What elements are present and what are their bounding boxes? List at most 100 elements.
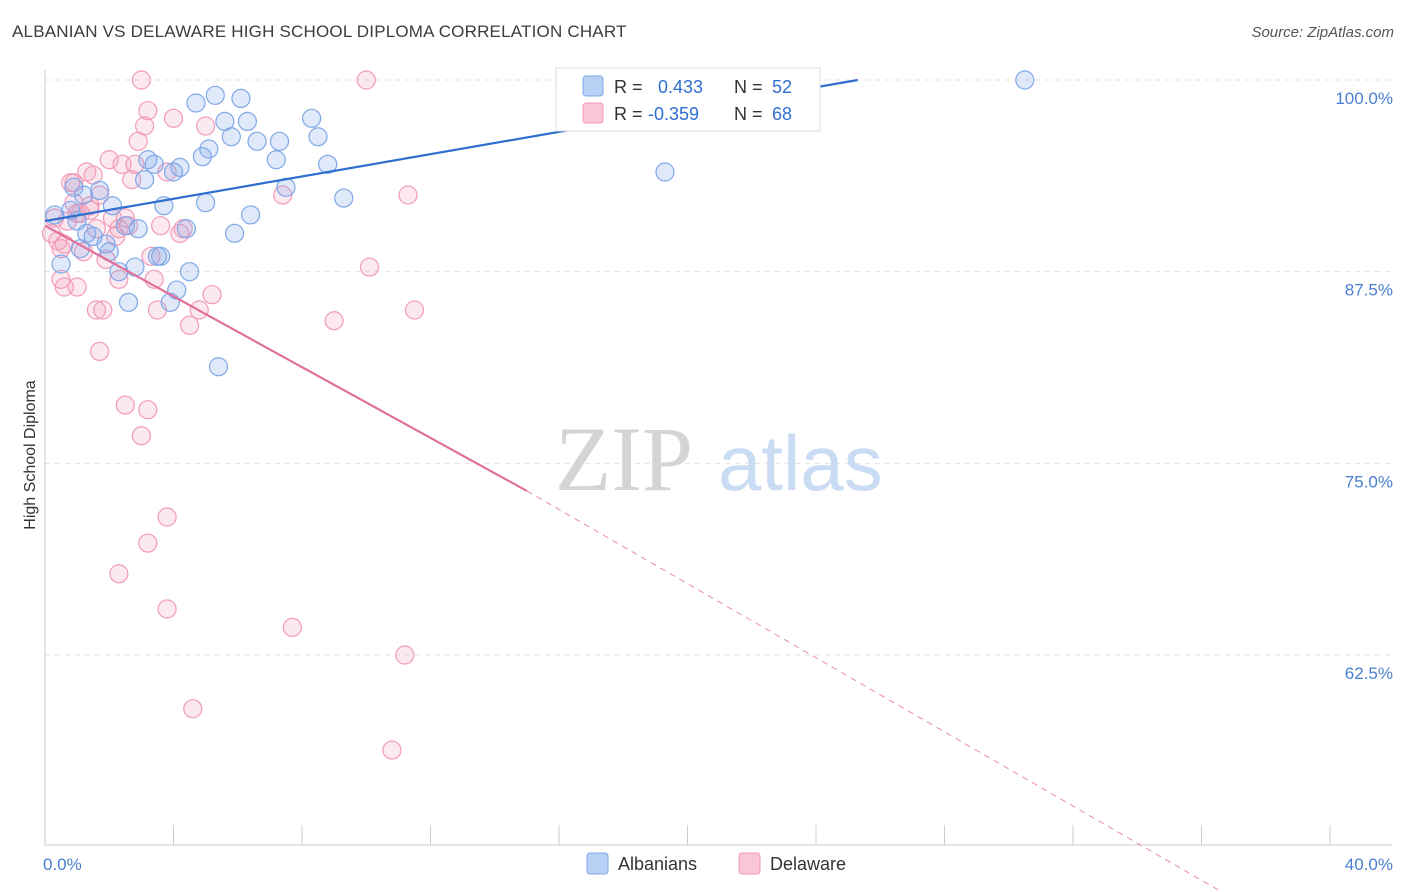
albanians-point-34 [224,223,245,243]
albanians-point-35 [231,88,251,109]
albanians-point-47 [196,193,216,213]
albanians-point-26 [179,262,200,282]
legend-r-delaware: -0.359 [648,104,699,124]
delaware-point-3 [51,269,71,289]
albanians-point-1 [51,254,71,274]
delaware-point-26 [125,154,145,174]
delaware-point-40 [196,116,216,136]
delaware-point-49 [157,599,177,619]
delaware-point-55 [356,70,376,90]
albanians-point-40 [269,131,290,151]
y-tick-label-3: 100.0% [1335,89,1393,108]
delaware-point-45 [131,426,151,446]
delaware-point-58 [359,257,380,277]
delaware-point-34 [151,216,171,236]
x-tick-labels: 0.0% 40.0% [43,855,1393,874]
albanians-point-16 [128,219,148,239]
y-tick-label-0: 62.5% [1345,664,1393,683]
delaware-point-46 [157,507,177,527]
legend-r-label-albanians: R = [614,77,643,97]
delaware-trend-line [44,224,528,492]
delaware-point-41 [202,285,222,305]
albanians-point-49 [151,246,171,266]
chart-source: Source: ZipAtlas.com [1251,24,1394,41]
delaware-point-28 [131,70,151,90]
delaware-point-50 [183,699,203,719]
albanians-point-39 [266,150,286,170]
legend-n-delaware: 68 [772,104,792,124]
albanians-point-6 [73,185,94,205]
albanians-point-50 [655,162,675,182]
albanians-point-27 [186,93,206,113]
delaware-point-54 [324,311,344,331]
albanians-point-25 [176,219,196,239]
delaware-point-53 [382,740,402,760]
delaware-point-51 [282,617,302,638]
delaware-point-23 [115,208,135,228]
albanians-point-44 [318,154,338,174]
delaware-point-67 [54,277,74,297]
y-axis-label: High School Diploma [22,380,39,530]
bottom-legend-swatch-albanians [586,852,609,875]
legend-swatch-albanians [582,75,604,97]
y-tick-label-2: 87.5% [1345,281,1393,300]
delaware-point-66 [86,300,107,320]
albanians-point-51 [1015,70,1035,90]
albanians-point-46 [167,280,187,300]
x-tick-label-1: 40.0% [1345,855,1393,874]
albanians-point-29 [199,139,219,159]
delaware-point-38 [179,315,200,335]
y-tick-labels: 62.5% 75.0% 87.5% 100.0% [1335,89,1393,683]
albanians-point-10 [96,234,116,254]
albanians-point-28 [192,147,213,167]
legend-r-albanians: 0.433 [658,77,703,97]
y-tick-label-1: 75.0% [1345,472,1393,491]
legend-n-label-delaware: N = [734,104,763,124]
albanians-point-3 [64,177,84,197]
delaware-point-48 [109,564,129,584]
delaware-point-18 [99,150,119,170]
delaware-point-57 [404,300,425,320]
delaware-point-56 [398,185,418,205]
delaware-points [41,70,425,760]
correlation-legend: R = 0.433 N = 52 R = -0.359 N = 68 [555,67,821,132]
albanians-point-45 [334,188,354,208]
delaware-point-15 [90,185,110,205]
delaware-point-63 [51,239,71,259]
chart-title: ALBANIAN VS DELAWARE HIGH SCHOOL DIPLOMA… [12,22,627,41]
albanians-point-42 [302,108,322,128]
albanians-points [45,70,1035,377]
delaware-trend-line-extension [526,490,1223,892]
albanians-point-17 [134,170,155,190]
albanians-point-15 [125,257,145,277]
albanians-point-11 [102,196,123,216]
albanians-point-31 [208,357,229,377]
bottom-legend-delaware: Delaware [770,854,846,874]
albanians-point-24 [170,157,190,177]
albanians-point-19 [144,154,164,174]
axes [44,70,1392,846]
series-legend: Albanians Delaware [586,852,846,875]
delaware-point-36 [163,108,184,128]
delaware-point-16 [93,300,113,320]
albanians-point-33 [221,127,241,147]
delaware-point-47 [138,533,158,553]
delaware-point-14 [86,219,107,239]
delaware-point-44 [138,400,158,420]
delaware-point-43 [115,395,135,415]
grid-lines [45,79,1392,656]
watermark-zip: ZIP [555,408,693,510]
delaware-point-29 [134,116,155,136]
delaware-point-52 [395,645,415,665]
delaware-point-64 [80,196,100,216]
legend-r-label-delaware: R = [614,104,643,124]
albanians-point-43 [308,127,328,147]
delaware-point-21 [109,269,129,289]
delaware-point-7 [64,193,84,213]
delaware-point-59 [273,185,293,205]
delaware-point-30 [138,101,158,121]
albanians-point-37 [241,205,261,225]
delaware-point-31 [141,246,161,266]
albanians-point-36 [237,111,257,132]
